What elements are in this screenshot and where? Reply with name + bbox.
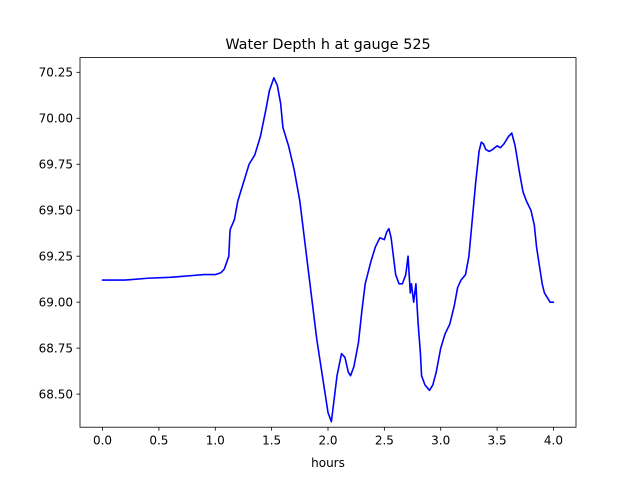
x-axis-label: hours (311, 456, 345, 470)
x-tick-label: 3.5 (488, 434, 507, 448)
y-tick-label: 68.50 (39, 387, 73, 401)
chart-title: Water Depth h at gauge 525 (225, 37, 430, 53)
y-axis: 68.50 68.75 69.00 69.25 69.50 69.75 70.00 70.25 (39, 66, 80, 401)
x-tick-label: 4.0 (544, 434, 563, 448)
x-tick-label: 3.0 (431, 434, 450, 448)
x-tick-label: 0.5 (149, 434, 168, 448)
y-tick-label: 69.50 (39, 204, 73, 218)
x-tick-label: 1.0 (206, 434, 225, 448)
x-tick-label: 1.5 (262, 434, 281, 448)
plot-area (101, 77, 555, 423)
x-axis: 0.0 0.5 1.0 1.5 2.0 2.5 3.0 3.5 4.0 (93, 427, 563, 448)
y-tick-label: 69.75 (39, 158, 73, 172)
y-tick-label: 69.25 (39, 249, 73, 263)
y-tick-label: 69.00 (39, 295, 73, 309)
y-tick-label: 70.00 (39, 112, 73, 126)
x-tick-label: 2.0 (318, 434, 337, 448)
y-tick-label: 70.25 (39, 66, 73, 80)
y-tick-label: 68.75 (39, 341, 73, 355)
axes-frame (79, 57, 577, 428)
x-tick-label: 0.0 (93, 434, 112, 448)
x-tick-label: 2.5 (375, 434, 394, 448)
series-line-0 (101, 77, 555, 423)
